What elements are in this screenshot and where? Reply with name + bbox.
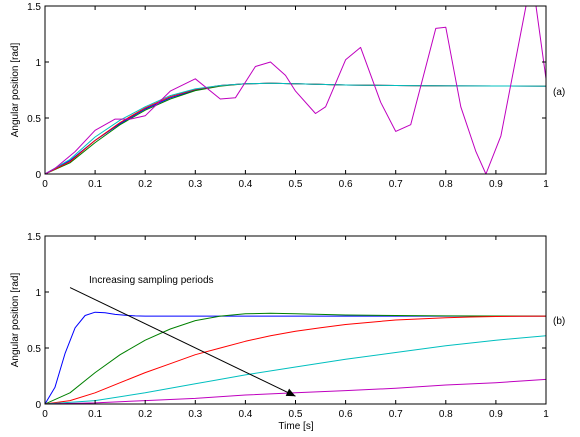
x-tick-label-a: 0 xyxy=(42,179,48,190)
series-line-a-5 xyxy=(45,6,546,174)
y-axis-label-b: Angular position [rad] xyxy=(10,273,21,368)
x-tick-label-b: 0.6 xyxy=(339,409,353,420)
chart-panel-a: (a) Angular position [rad] 0 0.1 0.2 0.3 0.4… xyxy=(10,2,565,190)
y-tick-label-a: 1.5 xyxy=(27,2,41,13)
x-tick-label-a: 1 xyxy=(543,179,549,190)
x-tick-label-b: 0.3 xyxy=(188,409,202,420)
x-tick-label-a: 0.2 xyxy=(138,179,152,190)
y-tick-label-b: 0.5 xyxy=(27,344,41,355)
series-line-a-1 xyxy=(45,82,546,174)
annotation-arrowhead xyxy=(285,388,296,397)
series-line-b-5 xyxy=(45,378,546,404)
panel-label-b: (b) xyxy=(553,316,565,327)
x-tick-label-a: 0.8 xyxy=(439,179,453,190)
x-tick-label-a: 0.6 xyxy=(339,179,353,190)
x-tick-label-a: 0.9 xyxy=(489,179,503,190)
y-tick-label-b: 1 xyxy=(35,288,41,299)
y-tick-label-b: 0 xyxy=(35,400,41,411)
x-tick-label-b: 0.9 xyxy=(489,409,503,420)
annotation-arrow xyxy=(69,287,296,397)
x-tick-label-a: 0.4 xyxy=(238,179,252,190)
x-tick-label-a: 0.3 xyxy=(188,179,202,190)
series-line-b-4 xyxy=(45,335,546,404)
x-tick-label-b: 0.7 xyxy=(389,409,403,420)
x-tick-label-a: 0.1 xyxy=(88,179,102,190)
x-tick-label-b: 0.1 xyxy=(88,409,102,420)
y-tick-label-b: 1.5 xyxy=(27,232,41,243)
x-tick-label-b: 0.2 xyxy=(138,409,152,420)
series-line-b-3 xyxy=(45,315,546,404)
y-tick-label-a: 0 xyxy=(35,170,41,181)
x-tick-label-b: 0.8 xyxy=(439,409,453,420)
x-tick-label-b: 0.5 xyxy=(289,409,303,420)
x-tick-label-b: 0 xyxy=(42,409,48,420)
y-tick-label-a: 1 xyxy=(35,58,41,69)
x-axis-label-b: Time [s] xyxy=(278,421,313,432)
panel-label-a: (a) xyxy=(553,87,565,98)
series-line-b-2 xyxy=(45,312,546,404)
series-line-b-1 xyxy=(45,311,546,404)
axes-box-b xyxy=(44,235,547,405)
series-line-a-4 xyxy=(45,82,546,174)
series-line-a-2 xyxy=(45,82,546,174)
x-tick-label-b: 0.4 xyxy=(238,409,252,420)
series-line-a-3 xyxy=(45,82,546,174)
y-axis-label-a: Angular position [rad] xyxy=(10,43,21,138)
annotation-text: Increasing sampling periods xyxy=(89,275,214,286)
x-tick-label-a: 0.5 xyxy=(289,179,303,190)
x-tick-label-a: 0.7 xyxy=(389,179,403,190)
chart-panel-b: (b) Angular position [rad] Time [s] Incr… xyxy=(10,232,565,432)
y-tick-label-a: 0.5 xyxy=(27,114,41,125)
x-tick-label-b: 1 xyxy=(543,409,549,420)
axes-box-a xyxy=(44,5,547,175)
